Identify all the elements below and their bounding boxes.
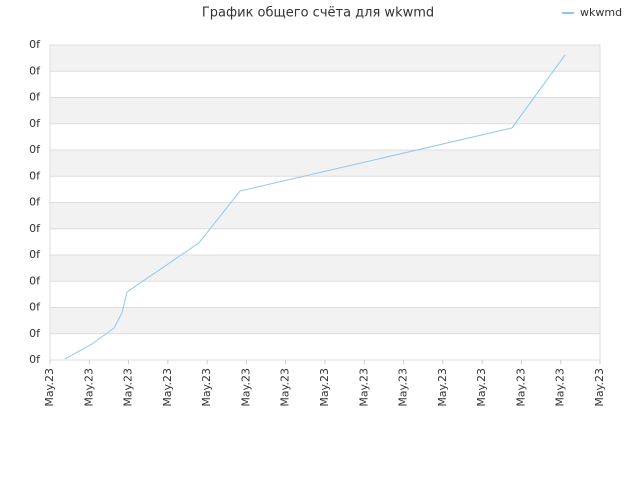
grid-band bbox=[50, 255, 600, 282]
grid-band bbox=[50, 333, 600, 360]
y-tick-label: 0f bbox=[29, 169, 41, 182]
grid-band bbox=[50, 176, 600, 203]
grid-band bbox=[50, 45, 600, 72]
y-tick-label: 0f bbox=[29, 274, 41, 287]
y-tick-label: 0f bbox=[29, 38, 41, 51]
y-tick-label: 0f bbox=[29, 117, 41, 130]
x-tick-label: May.23 bbox=[593, 368, 606, 407]
grid-band bbox=[50, 123, 600, 150]
chart-title: График общего счёта для wkwmd bbox=[202, 6, 434, 21]
y-tick-label: 0f bbox=[29, 327, 41, 340]
line-series bbox=[64, 54, 566, 360]
grid-band bbox=[50, 97, 600, 124]
x-tick-label: May.23 bbox=[161, 368, 174, 407]
grid-band bbox=[50, 202, 600, 229]
y-tick-label: 0f bbox=[29, 143, 41, 156]
grid-band bbox=[50, 281, 600, 308]
grid-band bbox=[50, 307, 600, 334]
grid-band bbox=[50, 71, 600, 98]
x-tick-label: May.23 bbox=[200, 368, 213, 407]
y-tick-label: 0f bbox=[29, 353, 41, 366]
x-tick-label: May.23 bbox=[122, 368, 135, 407]
x-tick-label: May.23 bbox=[318, 368, 331, 407]
grid-band bbox=[50, 228, 600, 255]
x-tick-label: May.23 bbox=[436, 368, 449, 407]
y-tick-label: 0f bbox=[29, 64, 41, 77]
y-tick-label: 0f bbox=[29, 301, 41, 314]
y-tick-label: 0f bbox=[29, 91, 41, 104]
x-tick-label: May.23 bbox=[357, 368, 370, 407]
legend-label: wkwmd bbox=[580, 6, 622, 19]
grid-band bbox=[50, 150, 600, 177]
x-tick-label: May.23 bbox=[82, 368, 95, 407]
x-tick-label: May.23 bbox=[554, 368, 567, 407]
x-tick-label: May.23 bbox=[279, 368, 292, 407]
y-tick-label: 0f bbox=[29, 222, 41, 235]
x-tick-label: May.23 bbox=[514, 368, 527, 407]
x-tick-label: May.23 bbox=[43, 368, 56, 407]
x-tick-label: May.23 bbox=[475, 368, 488, 407]
y-tick-label: 0f bbox=[29, 196, 41, 209]
y-tick-label: 0f bbox=[29, 248, 41, 261]
x-tick-label: May.23 bbox=[239, 368, 252, 407]
x-tick-label: May.23 bbox=[397, 368, 410, 407]
